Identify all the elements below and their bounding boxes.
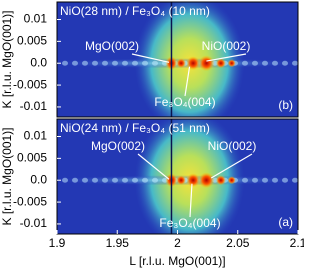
annotation: MgO(002) <box>91 139 145 153</box>
annotation: NiO(002) <box>202 39 251 53</box>
fringe <box>292 177 298 183</box>
fringe <box>102 60 108 66</box>
fringe <box>242 177 248 183</box>
peak-spot <box>176 58 187 69</box>
fringe <box>242 60 248 66</box>
fringe <box>152 60 158 66</box>
fringe <box>92 60 98 66</box>
y-tick-label: 0.0 <box>30 55 47 69</box>
y-tick-label: 0.0 <box>30 172 47 186</box>
panel-title: NiO(24 nm) / Fe₃O₄ (51 nm) <box>60 121 210 135</box>
annotation-arrow <box>210 153 253 179</box>
fringe <box>72 60 78 66</box>
y-axis-label: K [r.l.u. MgO(001)] <box>0 10 14 108</box>
peak-spot <box>198 55 215 72</box>
y-tick-label: 0.01 <box>24 12 48 26</box>
annotation: Fe₃O₄(004) <box>154 95 215 109</box>
annotation-arrow <box>137 153 170 180</box>
annotation-arrow <box>184 66 191 97</box>
peak-spot <box>186 173 201 188</box>
x-tick-label: 2.1 <box>290 236 304 250</box>
x-tick-label: 2 <box>174 236 181 250</box>
peak-spot <box>186 56 201 71</box>
x-tick-label: 1.95 <box>106 236 130 250</box>
x-tick-label: 1.9 <box>49 236 66 250</box>
peak-spot <box>198 172 215 189</box>
fringe <box>122 177 128 183</box>
y-tick-label: -0.01 <box>20 216 48 230</box>
fringe <box>272 60 278 66</box>
fringe <box>252 177 258 183</box>
figure: 0.01 0.005 0.0 -0.005 -0.01 NiO(28 nm) / Fe₃O… <box>0 1 307 268</box>
annotation-arrow <box>131 53 170 63</box>
peak-spot <box>227 59 236 68</box>
annotation-arrow <box>189 183 193 218</box>
fringe <box>142 177 148 183</box>
fringe <box>112 60 118 66</box>
fringe <box>142 60 148 66</box>
fringe <box>132 60 138 66</box>
annotation: MgO(002) <box>85 39 139 53</box>
fringe <box>152 177 158 183</box>
fringe <box>272 177 278 183</box>
peak-spot <box>215 58 226 69</box>
map <box>57 119 298 234</box>
fringe <box>72 177 78 183</box>
frame <box>56 1 299 118</box>
fringe <box>82 177 88 183</box>
peak-spot <box>227 176 236 185</box>
panel-label: (a) <box>278 215 293 229</box>
fringe <box>112 177 118 183</box>
fringe <box>102 177 108 183</box>
peak-spot <box>215 175 226 186</box>
annotation: NiO(002) <box>208 139 257 153</box>
y-tick-label: 0.005 <box>17 34 47 48</box>
fringe <box>62 60 68 66</box>
y-tick-label: 0.005 <box>17 151 47 165</box>
fringe <box>282 177 288 183</box>
panel: 0.01 0.005 0.0 -0.005 -0.011.9 1.95 2 2.05 2.1 Ni… <box>0 118 307 268</box>
y-axis-label: K [r.l.u. MgO(001)] <box>0 127 14 225</box>
y-tick-label: 0.01 <box>24 129 48 143</box>
map <box>57 2 298 117</box>
panel-label: (b) <box>278 98 293 112</box>
fringe <box>292 60 298 66</box>
annotation-arrow <box>206 53 247 62</box>
fringe <box>252 60 258 66</box>
y-tick-label: -0.005 <box>13 194 47 208</box>
fringe <box>262 177 268 183</box>
panel-title: NiO(28 nm) / Fe₃O₄ (10 nm) <box>60 4 210 18</box>
fringe <box>82 60 88 66</box>
y-tick-label: -0.01 <box>20 99 48 113</box>
peak-spot <box>176 175 187 186</box>
x-axis-label: L [r.l.u. MgO(001)] <box>129 254 225 268</box>
x-tick-label: 2.05 <box>226 236 250 250</box>
fringe <box>282 60 288 66</box>
fringe <box>262 60 268 66</box>
fringe <box>122 60 128 66</box>
fringe <box>92 177 98 183</box>
panel: 0.01 0.005 0.0 -0.005 -0.01 NiO(28 nm) / Fe₃O… <box>0 1 299 118</box>
annotation: Fe₃O₄(004) <box>159 216 220 230</box>
fringe <box>62 177 68 183</box>
fringe <box>132 177 138 183</box>
y-tick-label: -0.005 <box>13 77 47 91</box>
